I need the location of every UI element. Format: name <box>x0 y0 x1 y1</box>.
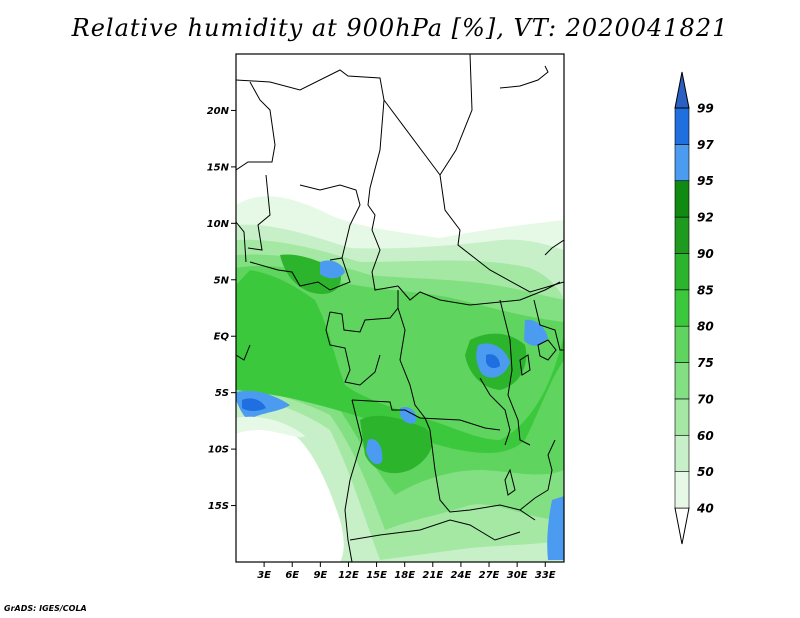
colorbar-level-label: 40 <box>696 502 714 516</box>
humidity-zone-95 <box>366 439 383 465</box>
border-line <box>249 257 351 291</box>
border-line <box>325 311 381 386</box>
dry-region <box>236 427 344 562</box>
country-borders <box>236 54 564 562</box>
border-line <box>344 399 363 562</box>
border-line <box>236 69 399 291</box>
lon-tick-label: 30E <box>507 570 528 581</box>
border-line <box>329 290 399 333</box>
humidity-zone-85 <box>236 270 564 453</box>
border-line <box>544 239 564 256</box>
border-line <box>236 344 251 361</box>
colorbar-segment <box>674 471 690 509</box>
border-line <box>499 65 549 89</box>
lat-tick-label: 15N <box>207 162 230 173</box>
border-line <box>397 281 561 306</box>
humidity-zone-95 <box>320 260 345 279</box>
lat-tick-label: 15S <box>208 501 229 512</box>
colorbar-level-label: 50 <box>697 465 714 479</box>
colorbar-segment <box>674 398 690 436</box>
colorbar-segment <box>674 216 690 254</box>
dry-region <box>236 416 305 438</box>
lat-tick-label: 10N <box>207 219 230 230</box>
humidity-zone-95 <box>524 319 548 346</box>
border-line <box>429 429 536 521</box>
humidity-fill-layer <box>236 54 564 562</box>
lon-tick-label: 3E <box>257 570 271 581</box>
border-line <box>504 468 516 496</box>
border-line <box>236 81 276 171</box>
colorbar-level-label: 80 <box>697 320 714 334</box>
border-line <box>299 184 361 261</box>
humidity-zone-97 <box>242 398 266 411</box>
humidity-zone-95 <box>400 406 417 424</box>
lon-tick-label: 27E <box>479 570 500 581</box>
colorbar-level-label: 85 <box>697 283 714 297</box>
lon-tick-label: 24E <box>451 570 472 581</box>
border-line <box>247 174 271 251</box>
lon-tick-label: 9E <box>313 570 327 581</box>
colorbar-level-label: 60 <box>697 429 714 443</box>
colorbar-level-label: 97 <box>697 138 714 152</box>
colorbar-level-label: 70 <box>697 392 714 406</box>
colorbar-level-label: 99 <box>697 102 714 116</box>
lon-tick-label: 33E <box>535 570 556 581</box>
map-title: Relative humidity at 900hPa [%], VT: 202… <box>71 14 729 42</box>
plot-frame <box>235 53 565 563</box>
lat-tick-label: 10S <box>208 445 229 456</box>
colorbar-segment <box>674 107 690 145</box>
humidity-zone-97 <box>486 354 500 369</box>
colorbar-level-label: 92 <box>697 211 714 225</box>
colorbar-upper-arrow <box>674 71 690 109</box>
lat-tick-label: 5S <box>215 388 229 399</box>
border-line <box>537 339 557 361</box>
lat-tick-label: 5N <box>214 275 230 286</box>
axis-ticks: 20N 15N 10N 5N EQ 5S 10S 15S 3E 6E 9E 12E 15E 18E 21E 2… <box>207 106 556 581</box>
colorbar-segment <box>674 289 690 327</box>
border-line <box>236 221 247 263</box>
lon-tick-label: 15E <box>366 570 387 581</box>
lat-tick-label: 20N <box>207 106 230 117</box>
colorbar: 40 50 60 70 75 80 85 90 92 95 97 99 <box>674 71 714 545</box>
colorbar-lower-arrow <box>674 507 690 545</box>
colorbar-segment <box>674 434 690 472</box>
border-line <box>383 99 441 176</box>
lon-tick-label: 21E <box>422 570 443 581</box>
border-line <box>351 399 501 431</box>
lon-tick-label: 6E <box>285 570 299 581</box>
border-line <box>519 439 556 511</box>
colorbar-segment <box>674 144 690 182</box>
humidity-zone-95 <box>547 496 564 560</box>
colorbar-segment <box>674 362 690 400</box>
colorbar-level-label: 75 <box>697 356 714 370</box>
lat-tick-label: EQ <box>214 332 230 343</box>
colorbar-level-label: 90 <box>697 247 714 261</box>
border-line <box>533 299 564 351</box>
border-line <box>439 54 564 293</box>
colorbar-segment <box>674 180 690 218</box>
border-line <box>479 377 511 446</box>
footer-credit: GrADS: IGES/COLA <box>4 604 87 613</box>
lon-tick-label: 18E <box>394 570 415 581</box>
border-line <box>519 354 531 376</box>
border-line <box>499 299 531 446</box>
colorbar-segment <box>674 325 690 363</box>
colorbar-segment <box>674 253 690 291</box>
lon-tick-label: 12E <box>338 570 359 581</box>
colorbar-level-label: 95 <box>697 174 714 188</box>
border-line <box>349 519 521 541</box>
